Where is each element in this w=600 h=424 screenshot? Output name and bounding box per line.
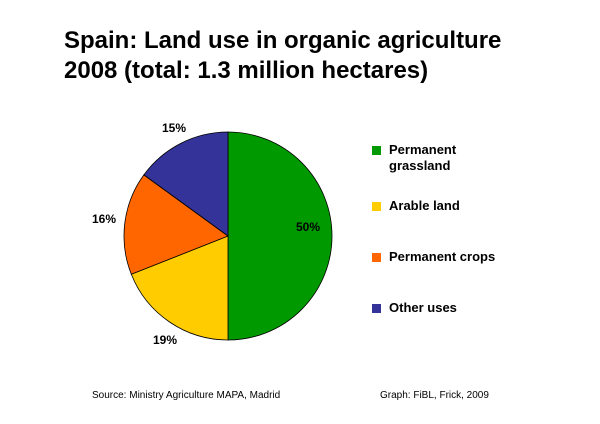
slice-value-label: 16%: [92, 212, 116, 226]
legend-label: Permanent grassland: [389, 142, 457, 173]
pie-slice-permanent-crops: [123, 174, 229, 275]
legend-swatch: [372, 253, 381, 262]
legend-item-other-uses: Other uses: [372, 300, 509, 316]
source-note: Source: Ministry Agriculture MAPA, Madri…: [92, 390, 281, 401]
legend-item-permanent-grassland: Permanent grassland: [372, 142, 509, 174]
legend-label: Arable land: [389, 198, 460, 213]
chart-title-line-2: 2008 (total: 1.3 million hectares): [64, 57, 429, 84]
pie-slice-arable-land: [130, 235, 229, 341]
legend-swatch: [372, 202, 381, 211]
slice-value-label: 50%: [296, 220, 320, 234]
pie-slice-other-uses: [143, 131, 229, 237]
legend-label: Other uses: [389, 300, 457, 315]
legend-item-permanent-crops: Permanent crops: [372, 249, 509, 265]
chart-title: Spain: Land use in organic agriculture 2…: [64, 26, 584, 86]
chart-title-line-1: Spain: Land use in organic agriculture: [64, 27, 502, 54]
slice-value-label: 19%: [153, 333, 177, 347]
pie-slice-permanent-grassland: [227, 131, 333, 341]
legend-swatch: [372, 146, 381, 155]
slice-value-label: 15%: [162, 121, 186, 135]
legend-label: Permanent crops: [389, 249, 496, 264]
legend-item-arable-land: Arable land: [372, 198, 509, 214]
legend-swatch: [372, 304, 381, 313]
credit-note: Graph: FiBL, Frick, 2009: [380, 390, 489, 401]
